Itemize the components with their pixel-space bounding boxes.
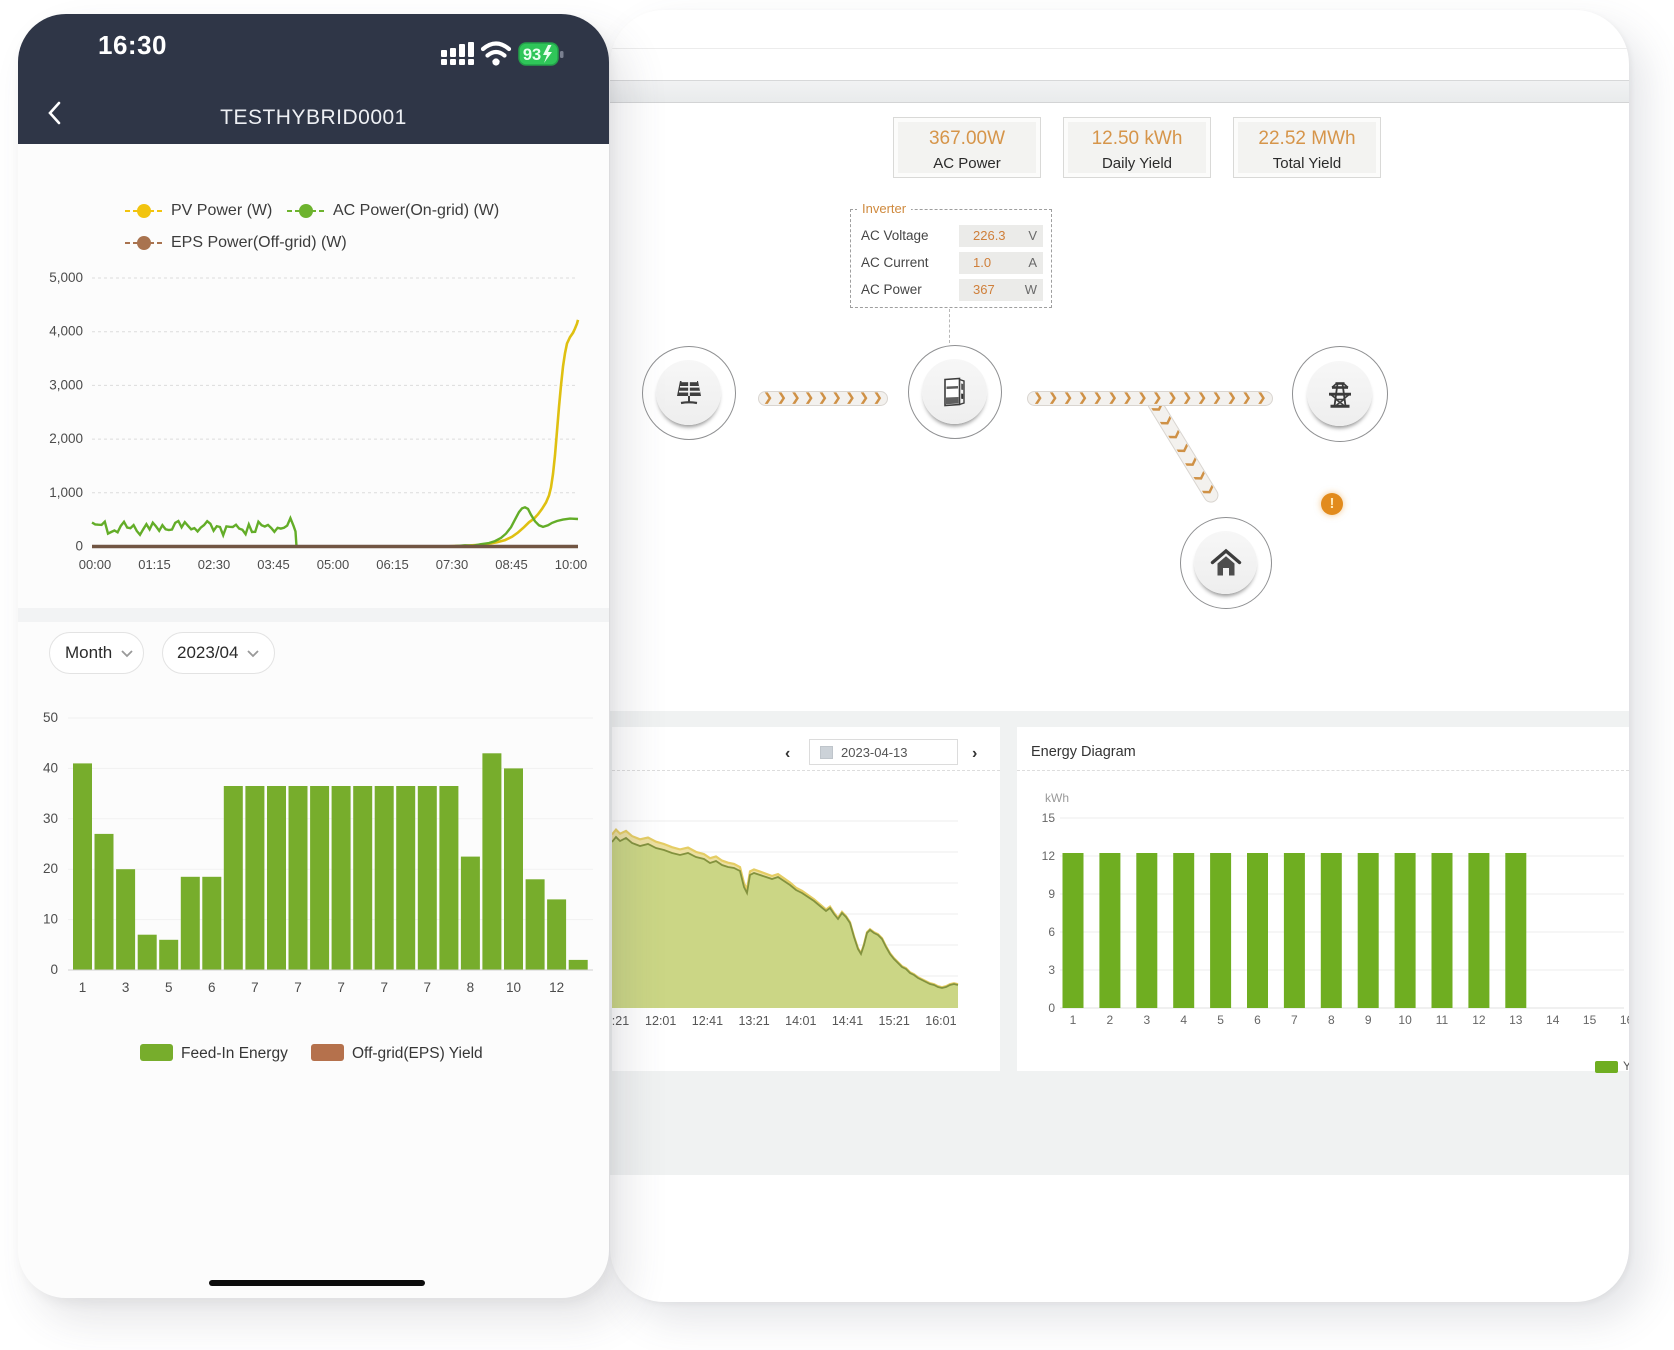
svg-text:16:01: 16:01 [925,1014,956,1028]
svg-text:5: 5 [165,980,173,995]
svg-text:5,000: 5,000 [49,270,83,285]
svg-text:0: 0 [50,962,58,977]
svg-text:15: 15 [1042,811,1056,825]
svg-text:15: 15 [1583,1013,1597,1027]
svg-text:2: 2 [1107,1013,1114,1027]
svg-text:13: 13 [1509,1013,1523,1027]
svg-text:14: 14 [1546,1013,1560,1027]
svg-text:16: 16 [1620,1013,1629,1027]
svg-text:12: 12 [1472,1013,1486,1027]
svg-text:8: 8 [1328,1013,1335,1027]
svg-text:15:21: 15:21 [879,1014,910,1028]
svg-text:08:45: 08:45 [495,557,528,572]
svg-text:5: 5 [1217,1013,1224,1027]
svg-text:7: 7 [294,980,302,995]
svg-text:2,000: 2,000 [49,431,83,446]
svg-text:10: 10 [1398,1013,1412,1027]
svg-text:6: 6 [1254,1013,1261,1027]
svg-text:3,000: 3,000 [49,377,83,392]
svg-text:6: 6 [1048,925,1055,939]
svg-text:93: 93 [523,46,541,64]
svg-text:20: 20 [43,861,58,876]
svg-text:4: 4 [1180,1013,1187,1027]
svg-text:9: 9 [1365,1013,1372,1027]
svg-text:12: 12 [549,980,564,995]
svg-text:10: 10 [43,912,58,927]
svg-text:10:00: 10:00 [555,557,588,572]
svg-text:14:41: 14:41 [832,1014,863,1028]
svg-text:01:15: 01:15 [138,557,171,572]
svg-text:1,000: 1,000 [49,485,83,500]
svg-text:9: 9 [1048,887,1055,901]
svg-text:11:21: 11:21 [612,1014,629,1028]
svg-text:0: 0 [75,539,83,554]
svg-text:6: 6 [208,980,216,995]
svg-text:3: 3 [1048,963,1055,977]
svg-text:3: 3 [122,980,130,995]
svg-text:12: 12 [1042,849,1056,863]
svg-text:1: 1 [1070,1013,1077,1027]
svg-text:05:00: 05:00 [317,557,350,572]
svg-text:02:30: 02:30 [198,557,231,572]
svg-text:06:15: 06:15 [376,557,409,572]
svg-text:7: 7 [251,980,259,995]
svg-text:1: 1 [79,980,87,995]
svg-text:12:41: 12:41 [692,1014,723,1028]
svg-text:4,000: 4,000 [49,324,83,339]
svg-text:7: 7 [424,980,432,995]
svg-text:40: 40 [43,760,58,775]
svg-text:12:01: 12:01 [645,1014,676,1028]
svg-text:7: 7 [380,980,388,995]
svg-text:07:30: 07:30 [436,557,469,572]
svg-text:14:01: 14:01 [785,1014,816,1028]
svg-text:7: 7 [1291,1013,1298,1027]
svg-text:00:00: 00:00 [79,557,112,572]
svg-text:7: 7 [337,980,345,995]
svg-text:30: 30 [43,811,58,826]
svg-text:13:21: 13:21 [738,1014,769,1028]
svg-text:10: 10 [506,980,521,995]
svg-text:11: 11 [1436,1013,1449,1027]
svg-text:0: 0 [1048,1001,1055,1015]
svg-text:03:45: 03:45 [257,557,290,572]
svg-text:50: 50 [43,710,58,725]
svg-text:3: 3 [1143,1013,1150,1027]
svg-text:8: 8 [467,980,475,995]
